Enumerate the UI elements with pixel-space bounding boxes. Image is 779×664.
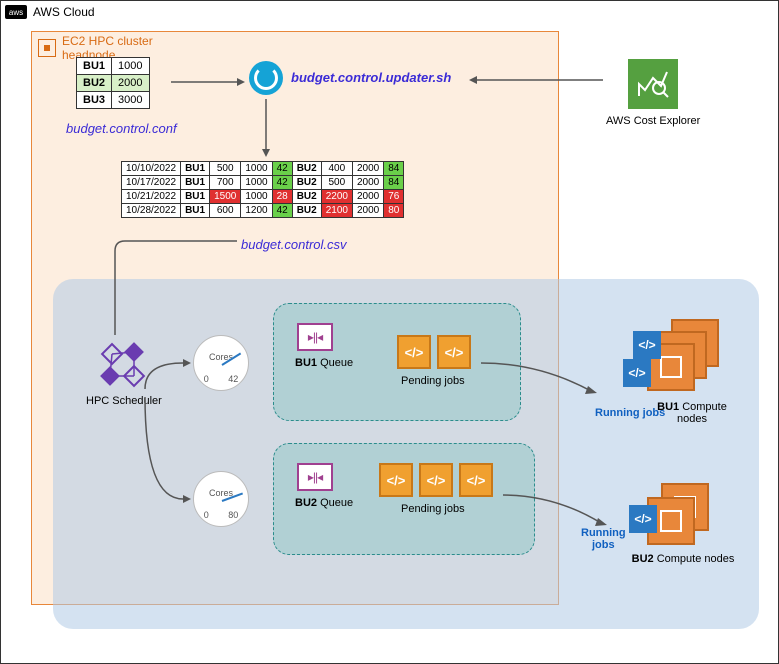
aws-cloud-header: aws AWS Cloud <box>5 5 95 19</box>
arrow-sched-to-g1 <box>143 359 191 393</box>
compute-bu2-label: BU2 Compute nodes <box>623 553 743 565</box>
pending-jobs-label: Pending jobs <box>401 503 465 515</box>
cost-explorer-icon <box>628 59 678 109</box>
code-tile-icon: </> <box>629 505 657 533</box>
budget-csv-label: budget.control.csv <box>241 237 347 252</box>
aws-logo-icon: aws <box>5 5 27 19</box>
ec2-title-line1: EC2 HPC cluster <box>62 34 153 48</box>
job-tile-icon: </> <box>459 463 493 497</box>
code-tile-icon: </> <box>623 359 651 387</box>
queue-icon: ▸||◂ <box>297 463 333 491</box>
budget-csv-table: 10/10/2022BU1500100042BU240020008410/17/… <box>121 161 404 218</box>
job-tile-icon: </> <box>379 463 413 497</box>
gauge-min: 0 <box>204 374 209 384</box>
arrow-q2-to-compute <box>501 493 609 529</box>
job-tile-icon: </> <box>397 335 431 369</box>
budget-conf-label: budget.control.conf <box>66 121 177 136</box>
queue-bu1-label: BU1 Queue <box>295 357 353 369</box>
updater-icon <box>249 61 283 95</box>
compute-bu1-label: BU1 Compute nodes <box>649 401 735 425</box>
arrow-updater-to-csv <box>261 99 271 157</box>
job-tile-icon: </> <box>437 335 471 369</box>
arrow-sched-to-g2 <box>143 395 191 505</box>
aws-cloud-title: AWS Cloud <box>33 5 95 19</box>
ec2-icon <box>38 39 56 57</box>
running-jobs-label: Running jobs <box>581 527 626 551</box>
job-tile-icon: </> <box>419 463 453 497</box>
arrow-q1-to-compute <box>479 361 599 397</box>
gauge-bu1: Cores 042 <box>193 335 249 391</box>
arrow-conf-to-updater <box>171 77 245 87</box>
gauge-max: 80 <box>228 510 238 520</box>
gauge-max: 42 <box>228 374 238 384</box>
pending-jobs-label: Pending jobs <box>401 375 465 387</box>
hpc-scheduler-icon <box>99 341 149 391</box>
gauge-min: 0 <box>204 510 209 520</box>
arrow-cost-to-updater <box>467 75 603 85</box>
canvas: aws AWS Cloud EC2 HPC cluster headnode B… <box>0 0 779 664</box>
code-tile-icon: </> <box>633 331 661 359</box>
cost-explorer-label: AWS Cost Explorer <box>606 115 700 127</box>
cost-explorer: AWS Cost Explorer <box>606 59 700 127</box>
budget-conf-table: BU11000BU22000BU33000 <box>76 57 150 109</box>
queue-bu2-label: BU2 Queue <box>295 497 353 509</box>
updater-label: budget.control.updater.sh <box>291 70 451 85</box>
queue-icon: ▸||◂ <box>297 323 333 351</box>
gauge-bu2: Cores 080 <box>193 471 249 527</box>
